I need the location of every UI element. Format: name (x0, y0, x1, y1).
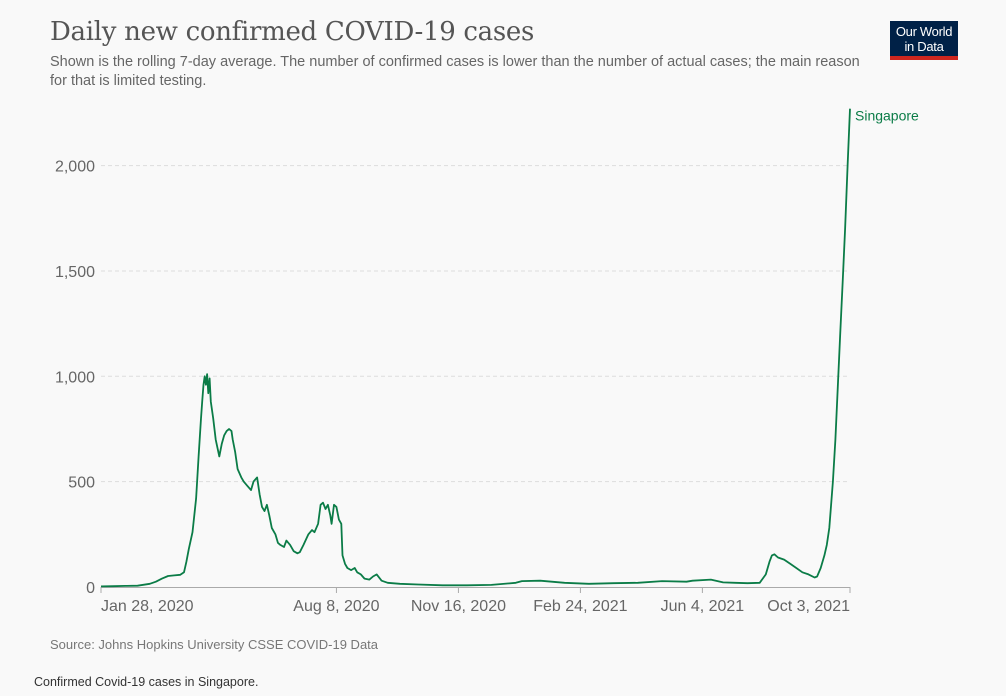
x-tick-label: Aug 8, 2020 (293, 598, 379, 615)
source-note: Source: Johns Hopkins University CSSE CO… (50, 637, 379, 652)
y-tick-label: 2,000 (55, 159, 95, 176)
x-axis-ticks: Jan 28, 2020 Aug 8, 2020 Nov 16, 2020 Feb 2… (100, 587, 851, 615)
logo-line-2: in Data (904, 39, 944, 54)
grid-lines (101, 165, 850, 483)
figure-caption: Confirmed Covid-19 cases in Singapore. (34, 675, 259, 689)
x-tick-label: Nov 16, 2020 (411, 598, 506, 615)
y-tick-label: 500 (68, 475, 95, 492)
chart-subtitle: Shown is the rolling 7-day average. The … (50, 54, 860, 89)
series-line-singapore[interactable] (100, 108, 851, 588)
y-tick-label: 1,500 (55, 264, 95, 281)
y-axis-ticks: 0 500 1,000 1,500 2,000 (55, 159, 95, 597)
x-tick-label: Feb 24, 2021 (533, 598, 627, 615)
chart-title: Daily new confirmed COVID-19 cases (50, 17, 535, 47)
our-world-in-data-logo[interactable]: Our World in Data (890, 21, 958, 60)
x-tick-label: Jun 4, 2021 (661, 598, 745, 615)
y-tick-label: 0 (86, 580, 95, 597)
logo-line-1: Our World (895, 24, 953, 39)
series-group: Singapore (100, 108, 919, 588)
y-tick-label: 1,000 (55, 369, 95, 386)
x-tick-label: Jan 28, 2020 (101, 598, 194, 615)
series-label[interactable]: Singapore (855, 108, 919, 124)
x-tick-label: Oct 3, 2021 (767, 598, 850, 615)
